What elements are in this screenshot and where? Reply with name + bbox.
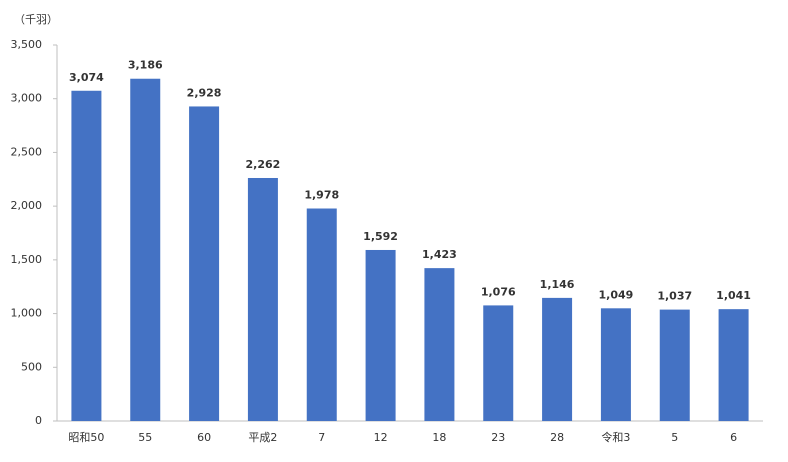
x-tick-label: 23 — [491, 431, 505, 444]
value-label: 3,074 — [69, 71, 104, 84]
y-tick-label: 500 — [21, 360, 42, 373]
bar — [659, 309, 690, 421]
value-label: 1,592 — [363, 230, 398, 243]
value-label: 1,978 — [304, 189, 339, 202]
x-tick-label: 28 — [550, 431, 564, 444]
y-tick-label: 3,000 — [11, 92, 43, 105]
value-label: 1,423 — [422, 248, 457, 261]
y-tick-label: 1,000 — [11, 307, 43, 320]
value-label: 1,037 — [657, 290, 692, 303]
y-tick-label: 1,500 — [11, 253, 43, 266]
y-tick-label: 2,500 — [11, 145, 43, 158]
x-tick-label: 6 — [730, 431, 737, 444]
value-label: 3,186 — [128, 59, 163, 72]
bar — [542, 297, 573, 421]
bar — [189, 106, 220, 421]
y-tick-label: 3,500 — [11, 38, 43, 51]
value-label: 2,928 — [187, 86, 222, 99]
x-tick-label: 55 — [138, 431, 152, 444]
bar — [600, 308, 631, 421]
unit-label: （千羽） — [14, 13, 58, 26]
x-tick-label: 7 — [318, 431, 325, 444]
bar — [247, 177, 278, 421]
value-label: 1,049 — [599, 288, 634, 301]
bar — [71, 90, 102, 421]
value-label: 2,262 — [246, 158, 281, 171]
x-tick-label: 12 — [374, 431, 388, 444]
bar — [365, 249, 396, 421]
y-tick-label: 2,000 — [11, 199, 43, 212]
y-tick-label: 0 — [35, 414, 42, 427]
value-label: 1,146 — [540, 278, 575, 291]
bar — [306, 208, 337, 421]
x-tick-label: 令和3 — [601, 430, 630, 444]
bar — [718, 309, 749, 421]
value-label: 1,076 — [481, 285, 516, 298]
x-tick-label: 60 — [197, 431, 211, 444]
bar — [130, 78, 161, 421]
x-tick-label: 18 — [432, 431, 446, 444]
bar — [483, 305, 514, 421]
x-tick-label: 5 — [671, 431, 678, 444]
x-tick-label: 昭和50 — [68, 431, 104, 444]
x-tick-label: 平成2 — [248, 431, 277, 444]
bar — [424, 268, 455, 421]
value-label: 1,041 — [716, 289, 751, 302]
